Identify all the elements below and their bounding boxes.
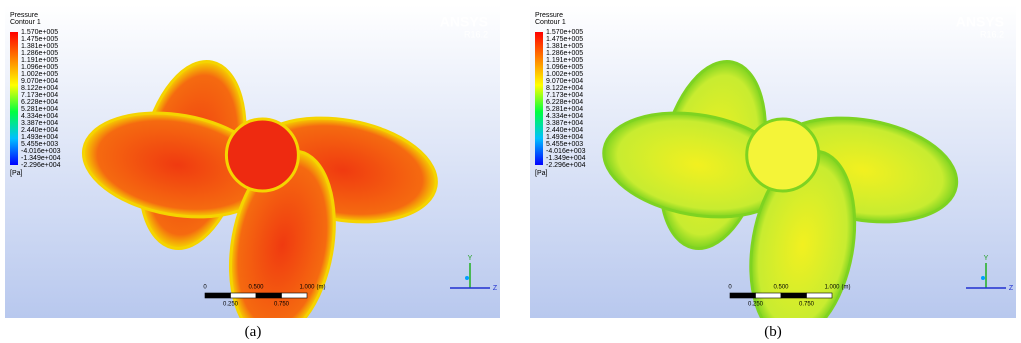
legend-label: -1.349e+004 (21, 155, 61, 162)
legend-subtitle: Contour 1 (535, 19, 566, 26)
legend-label: -2.296e+004 (21, 162, 61, 169)
legend-label: 2.440e+004 (21, 127, 58, 134)
scale-label: 0.750 (799, 302, 815, 308)
legend-label: 3.387e+004 (546, 120, 583, 127)
legend-subtitle: Contour 1 (10, 19, 41, 26)
scale-label: (m) (842, 285, 851, 291)
legend-label: 1.381e+005 (21, 43, 58, 50)
legend-label: 5.455e+003 (21, 141, 58, 148)
legend-label: 1.493e+004 (546, 134, 583, 141)
scale-label: 0.500 (773, 285, 789, 291)
legend-label: 3.387e+004 (21, 120, 58, 127)
legend-label: 6.228e+004 (21, 99, 58, 106)
legend-label: -4.016e+003 (546, 148, 586, 155)
legend-label: 1.493e+004 (21, 134, 58, 141)
legend-unit: [Pa] (10, 170, 23, 177)
scale-segment (807, 293, 833, 298)
scale-label: (m) (317, 285, 326, 291)
legend-label: 9.070e+004 (546, 78, 583, 85)
legend-label: 1.570e+005 (546, 29, 583, 36)
legend-label: 1.096e+005 (21, 64, 58, 71)
scale-segment (256, 293, 282, 298)
logo-name: ANSYS (440, 14, 488, 30)
legend-label: 5.281e+004 (546, 106, 583, 113)
axis-x (981, 276, 985, 280)
legend-label: 4.334e+004 (546, 113, 583, 120)
legend-label: -2.296e+004 (546, 162, 586, 169)
legend-label: 1.381e+005 (546, 43, 583, 50)
legend-label: 8.122e+004 (546, 85, 583, 92)
legend-title: Pressure (535, 12, 563, 19)
triad-label: Y (468, 255, 473, 262)
scale-label: 0.250 (223, 302, 239, 308)
scale-label: 0.750 (274, 302, 290, 308)
scale-segment (231, 293, 257, 298)
hub (226, 119, 298, 191)
legend-label: 6.228e+004 (546, 99, 583, 106)
scale-label: 1.000 (824, 285, 840, 291)
legend-title: Pressure (10, 12, 38, 19)
legend-label: 1.191e+005 (21, 57, 58, 64)
scale-segment (205, 293, 231, 298)
legend-label: 1.002e+005 (546, 71, 583, 78)
logo-version: R16.2 (980, 29, 1004, 39)
legend-unit: [Pa] (535, 170, 548, 177)
legend-label: 1.570e+005 (21, 29, 58, 36)
legend-label: 1.191e+005 (546, 57, 583, 64)
legend-label: 5.455e+003 (546, 141, 583, 148)
scale-label: 0.250 (748, 302, 764, 308)
color-bar (10, 32, 18, 165)
axis-x (465, 276, 469, 280)
legend-label: 1.286e+005 (21, 50, 58, 57)
legend-label: 5.281e+004 (21, 106, 58, 113)
legend-label: 1.096e+005 (546, 64, 583, 71)
logo-name: ANSYS (956, 14, 1004, 30)
legend-label: 9.070e+004 (21, 78, 58, 85)
legend-label: -4.016e+003 (21, 148, 61, 155)
legend-label: 1.475e+005 (546, 36, 583, 43)
caption: (a) (203, 324, 303, 341)
caption: (b) (723, 324, 823, 341)
scale-segment (282, 293, 308, 298)
triad-label: Z (1009, 285, 1014, 292)
legend-label: 1.002e+005 (21, 71, 58, 78)
color-bar (535, 32, 543, 165)
legend-label: 7.173e+004 (546, 92, 583, 99)
scale-label: 0.500 (248, 285, 264, 291)
scale-label: 1.000 (299, 285, 315, 291)
legend-label: 1.286e+005 (546, 50, 583, 57)
hub (747, 119, 819, 191)
figure: PressureContour 11.570e+0051.475e+0051.3… (0, 0, 1021, 343)
legend-label: 7.173e+004 (21, 92, 58, 99)
logo-version: R16.2 (464, 29, 488, 39)
scale-segment (781, 293, 807, 298)
triad-label: Y (984, 255, 989, 262)
scale-segment (756, 293, 782, 298)
triad-label: Z (493, 285, 498, 292)
legend-label: -1.349e+004 (546, 155, 586, 162)
legend-label: 1.475e+005 (21, 36, 58, 43)
scale-segment (730, 293, 756, 298)
legend-label: 8.122e+004 (21, 85, 58, 92)
legend-label: 4.334e+004 (21, 113, 58, 120)
legend-label: 2.440e+004 (546, 127, 583, 134)
